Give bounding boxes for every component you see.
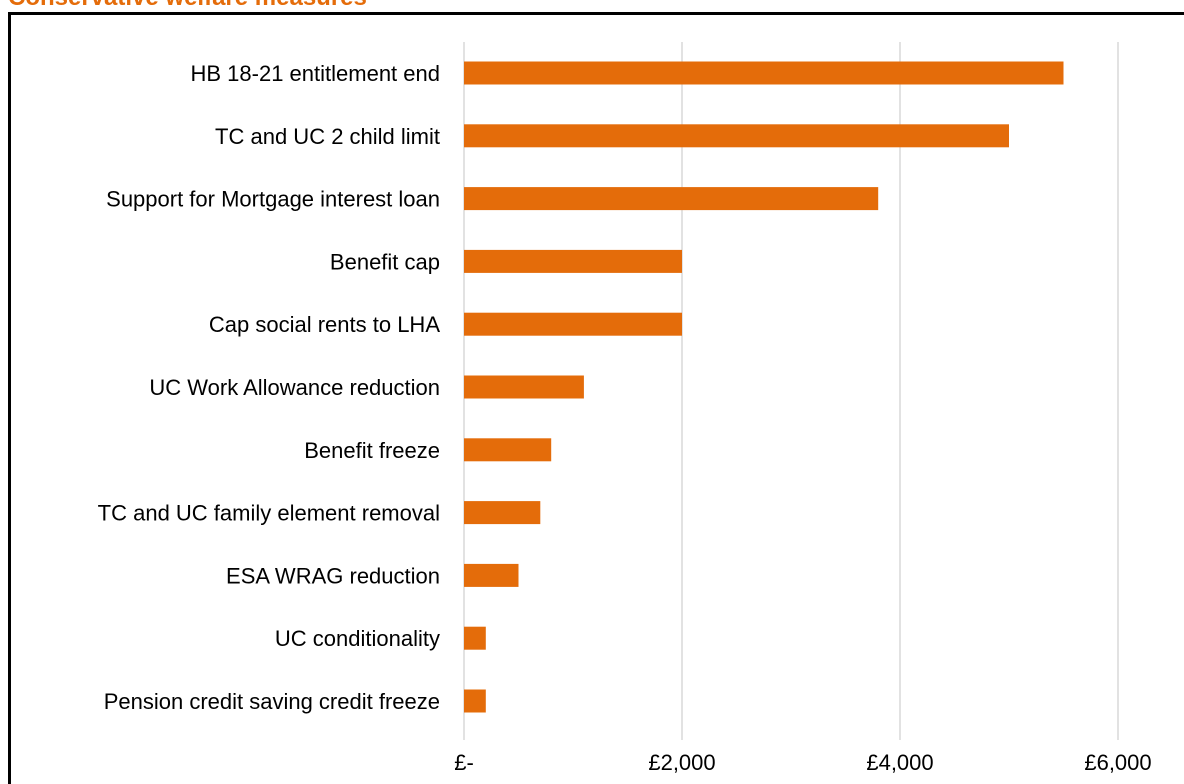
- bar-3: [464, 249, 682, 273]
- chart-frame: [8, 12, 1184, 784]
- category-label-4: Cap social rents to LHA: [209, 312, 440, 337]
- bar-1: [464, 124, 1009, 148]
- x-tick-label-2: £4,000: [866, 750, 933, 775]
- bar-7: [464, 501, 541, 525]
- bar-0: [464, 61, 1064, 85]
- bar-2: [464, 187, 879, 211]
- category-label-10: Pension credit saving credit freeze: [104, 689, 440, 714]
- bars: [464, 61, 1064, 713]
- bar-5: [464, 375, 584, 399]
- category-label-3: Benefit cap: [330, 249, 440, 274]
- bar-6: [464, 438, 552, 462]
- bar-9: [464, 626, 486, 650]
- bar-4: [464, 312, 682, 336]
- category-label-9: UC conditionality: [275, 626, 440, 651]
- category-label-2: Support for Mortgage interest loan: [106, 187, 440, 212]
- category-label-6: Benefit freeze: [304, 438, 440, 463]
- bar-10: [464, 689, 486, 713]
- x-tick-label-0: £-: [454, 750, 474, 775]
- category-label-0: HB 18-21 entitlement end: [191, 61, 441, 86]
- x-axis-tick-labels: £- £2,000 £4,000 £6,000: [454, 750, 1151, 775]
- category-label-8: ESA WRAG reduction: [226, 563, 440, 588]
- x-tick-label-1: £2,000: [648, 750, 715, 775]
- category-label-7: TC and UC family element removal: [98, 501, 440, 526]
- chart-title: Conservative welfare measures: [8, 0, 367, 12]
- category-label-1: TC and UC 2 child limit: [215, 124, 440, 149]
- bar-8: [464, 563, 519, 587]
- category-label-5: UC Work Allowance reduction: [149, 375, 440, 400]
- category-labels: HB 18-21 entitlement end TC and UC 2 chil…: [98, 61, 441, 714]
- x-tick-label-3: £6,000: [1084, 750, 1151, 775]
- gridlines: [463, 42, 1119, 740]
